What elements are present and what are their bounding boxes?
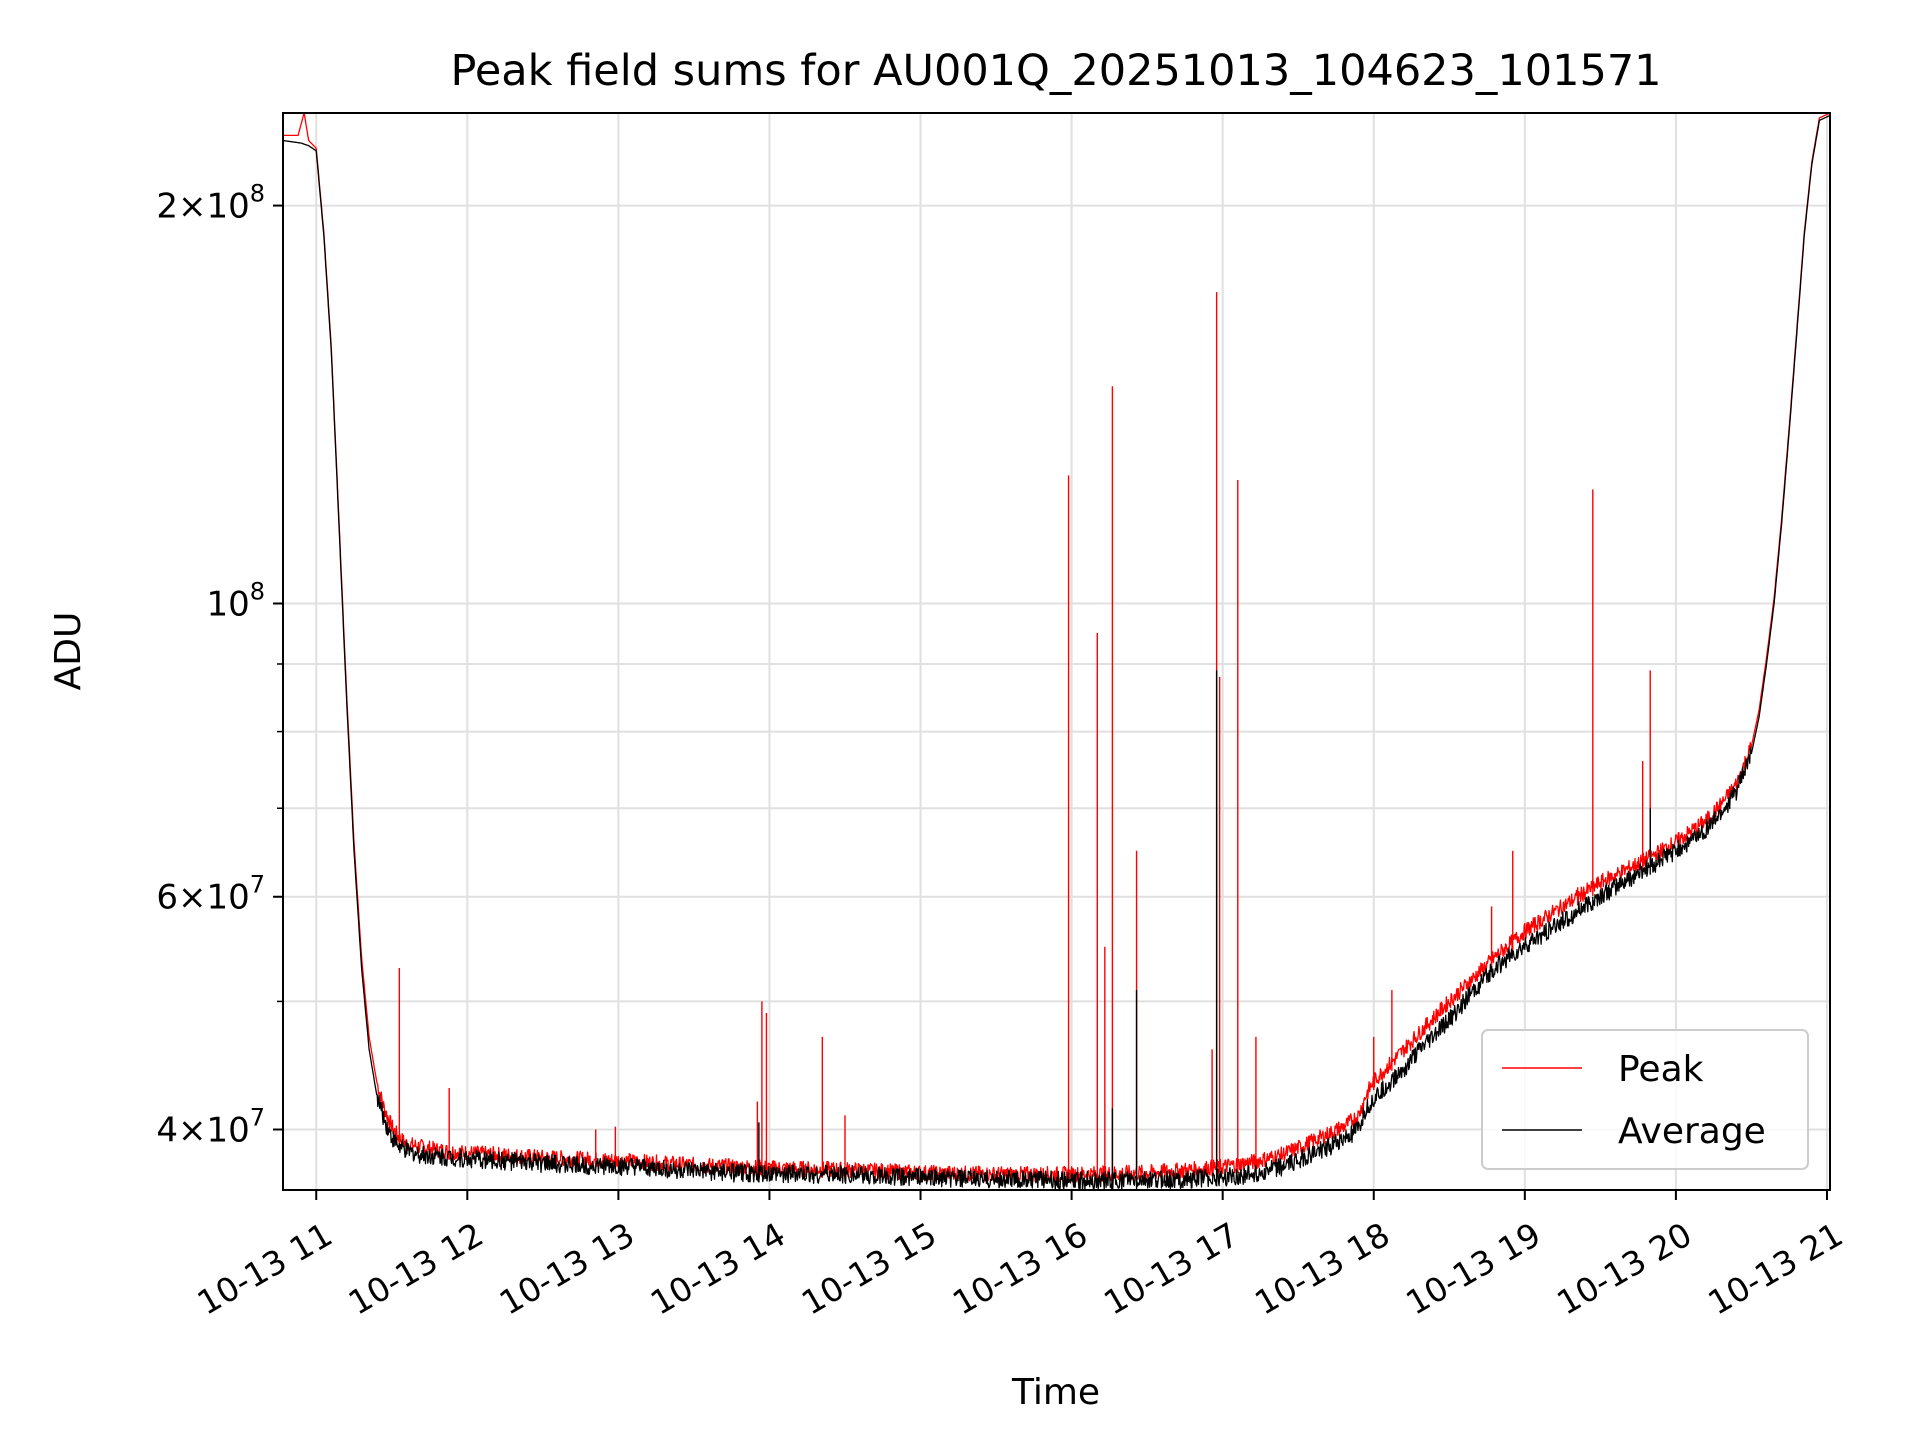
plot-data xyxy=(283,113,1830,1190)
y-axis-ticks: 4×107 6×107 108 2×108 xyxy=(156,180,283,1151)
legend-average-label: Average xyxy=(1618,1111,1766,1152)
legend-peak-label: Peak xyxy=(1618,1049,1704,1090)
y-tick-label: 108 xyxy=(206,577,265,624)
y-tick-label: 4×107 xyxy=(156,1104,265,1151)
y-axis-label: ADU xyxy=(48,612,89,691)
plot-frame xyxy=(282,112,1831,1191)
legend: Peak Average xyxy=(1481,1029,1809,1170)
y-tick-label: 2×108 xyxy=(156,180,265,227)
x-axis-label: Time xyxy=(1011,1372,1100,1413)
y-tick-label: 6×107 xyxy=(156,871,265,918)
chart-title: Peak field sums for AU001Q_20251013_1046… xyxy=(450,46,1661,96)
legend-box xyxy=(1481,1029,1809,1170)
grid xyxy=(283,113,1830,1190)
average-series-line xyxy=(283,114,1830,1190)
